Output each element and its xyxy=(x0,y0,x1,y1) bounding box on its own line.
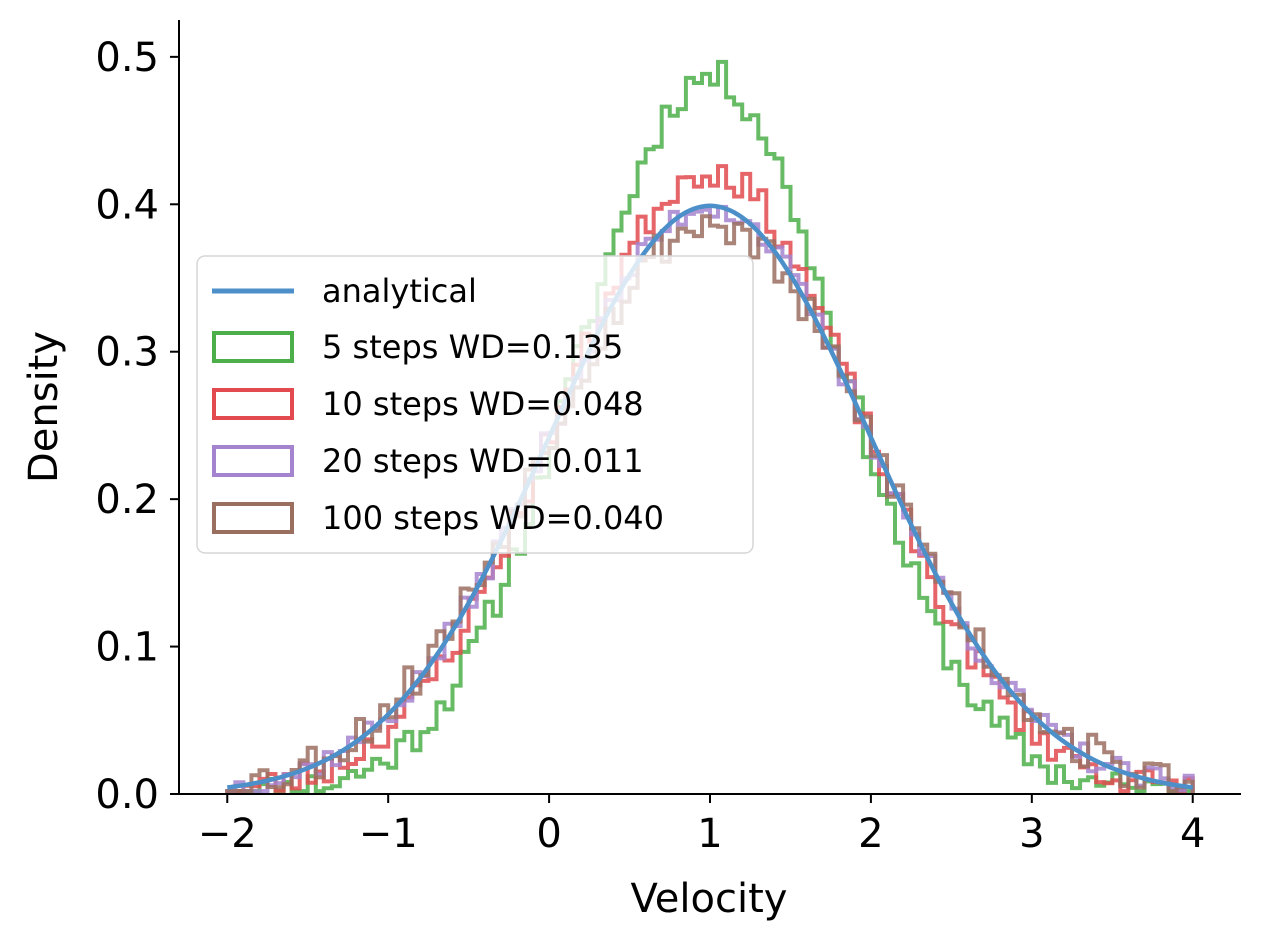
x-tick-label: 2 xyxy=(858,811,883,857)
legend-label-100-steps: 100 steps WD=0.040 xyxy=(322,499,664,537)
x-tick-label: 0 xyxy=(536,811,561,857)
legend-label-analytical: analytical xyxy=(322,272,477,310)
legend-label-10-steps: 10 steps WD=0.048 xyxy=(322,385,644,423)
legend-handle-100-steps xyxy=(212,502,294,534)
x-tick-label: −2 xyxy=(198,811,257,857)
legend-label-20-steps: 20 steps WD=0.011 xyxy=(322,442,644,480)
y-tick-label: 0.1 xyxy=(95,625,159,671)
legend: analytical 5 steps WD=0.135 10 steps WD=0… xyxy=(196,255,754,554)
x-axis-label: Velocity xyxy=(631,876,788,922)
y-axis-label: Density xyxy=(21,331,67,483)
legend-entries: 5 steps WD=0.135 10 steps WD=0.048 20 step… xyxy=(212,328,664,537)
y-ticks: 0.0 0.1 0.2 0.3 0.4 0.5 xyxy=(95,35,179,818)
series-layer xyxy=(225,59,1195,794)
histogram-series-10-steps xyxy=(225,164,1195,794)
y-tick-label: 0.3 xyxy=(95,330,159,376)
histogram-series-5-steps xyxy=(225,59,1195,794)
x-tick-label: 1 xyxy=(697,811,722,857)
y-tick-label: 0.5 xyxy=(95,35,159,81)
x-ticks: −2 −1 0 1 2 3 4 xyxy=(198,794,1205,857)
analytical-curve xyxy=(227,203,1193,790)
y-tick-label: 0.2 xyxy=(95,477,159,523)
legend-handle-10-steps xyxy=(212,388,294,420)
x-tick-label: −1 xyxy=(359,811,418,857)
legend-label-5-steps: 5 steps WD=0.135 xyxy=(322,328,623,366)
x-tick-label: 3 xyxy=(1019,811,1044,857)
y-tick-label: 0.0 xyxy=(95,772,159,818)
legend-handle-20-steps xyxy=(212,445,294,477)
legend-handle-5-steps xyxy=(212,331,294,363)
y-tick-label: 0.4 xyxy=(95,182,159,228)
x-tick-label: 4 xyxy=(1180,811,1205,857)
legend-frame xyxy=(196,255,754,554)
